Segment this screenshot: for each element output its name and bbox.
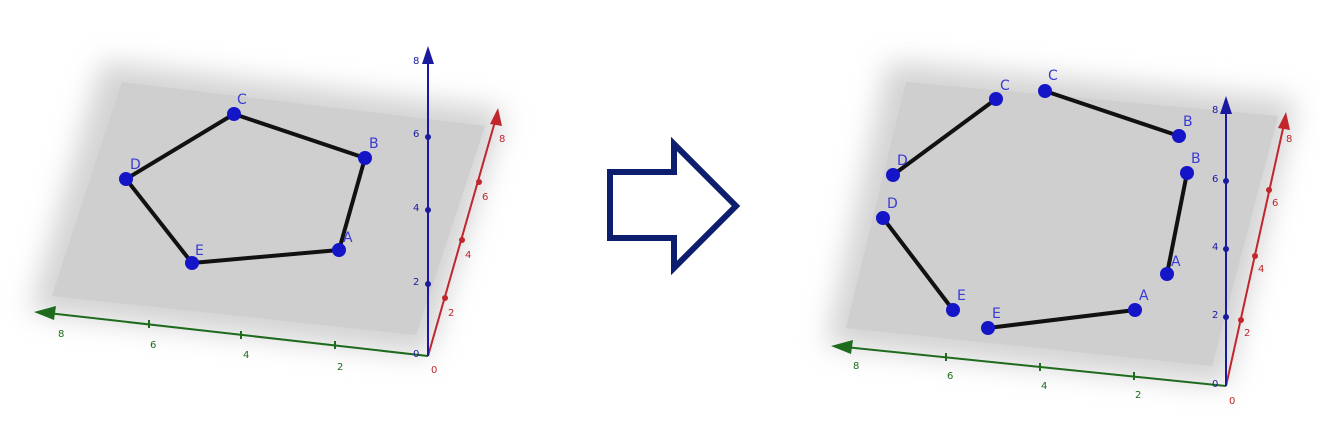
right-x-tick-2: 2 [1244,328,1250,339]
right-x-tick-4: 4 [1258,264,1264,275]
right-label-c1: C [1048,68,1058,84]
right-y-axis: 2 4 6 8 [831,340,1227,401]
left-x-tick-0: 0 [431,365,437,376]
right-y-tick-6: 6 [947,371,953,382]
right-point-c2[interactable] [989,92,1003,106]
left-z-tick-4: 4 [413,203,419,214]
right-x-axis: 0 2 4 6 8 [1225,112,1292,407]
right-label-b1: B [1183,114,1193,130]
right-point-a2[interactable] [1128,303,1142,317]
right-label-b2: B [1191,151,1201,167]
left-label-c: C [237,92,247,108]
segment-cb [1043,89,1181,138]
segment-ba [1165,171,1189,276]
right-x-tick-8: 8 [1286,134,1292,145]
segment-ed [881,216,955,312]
left-x-tick-4: 4 [465,250,471,261]
segment-ae [986,308,1137,330]
left-z-tick-2: 2 [413,277,419,288]
right-label-d2: D [897,153,908,169]
right-point-d2[interactable] [886,168,900,182]
right-x-tick-6: 6 [1272,198,1278,209]
left-z-tick-6: 6 [413,129,419,140]
left-vertices: A B C D E [119,92,379,270]
right-x-tick-0: 0 [1229,396,1235,407]
right-labels: C B B A A E E D D C [887,68,1201,322]
right-scene: 2 4 6 8 0 2 4 6 8 0 2 4 6 [826,62,1297,407]
left-y-tick-2: 2 [337,362,343,373]
right-point-b2[interactable] [1180,166,1194,180]
right-z-tick-8: 8 [1212,105,1218,116]
right-z-tick-4: 4 [1212,242,1218,253]
right-z-tick-0: 0 [1212,379,1218,390]
right-point-e2[interactable] [946,303,960,317]
right-segments [881,89,1189,330]
left-label-d: D [130,157,141,173]
right-point-c1[interactable] [1038,84,1052,98]
left-x-tick-2: 2 [448,308,454,319]
right-y-tick-4: 4 [1041,381,1047,392]
right-endpoints [876,84,1194,335]
left-pentagon [124,112,367,265]
right-arrow-outline-icon [607,136,741,276]
left-point-b[interactable] [358,151,372,165]
right-point-b1[interactable] [1172,129,1186,143]
left-y-tick-6: 6 [150,340,156,351]
left-point-c[interactable] [227,107,241,121]
left-y-tick-4: 4 [243,350,249,361]
left-point-d[interactable] [119,172,133,186]
left-x-axis: 0 2 4 6 8 [427,108,505,376]
right-point-e1[interactable] [981,321,995,335]
left-point-e[interactable] [185,256,199,270]
right-y-tick-2: 2 [1135,390,1141,401]
left-label-e: E [195,243,204,259]
right-z-tick-2: 2 [1212,310,1218,321]
left-label-a: A [343,230,353,246]
left-z-tick-8: 8 [413,56,419,67]
right-z-axis: 0 2 4 6 8 [1212,96,1232,390]
right-point-a1[interactable] [1160,267,1174,281]
right-label-e2: E [957,288,966,304]
left-y-axis: 2 4 6 8 [34,306,429,373]
left-label-b: B [369,136,379,152]
left-x-tick-8: 8 [499,134,505,145]
right-z-tick-6: 6 [1212,174,1218,185]
right-label-d1: D [887,196,898,212]
right-point-d1[interactable] [876,211,890,225]
left-z-tick-0: 0 [413,349,419,360]
right-y-tick-8: 8 [853,361,859,372]
left-point-a[interactable] [332,243,346,257]
left-y-tick-8: 8 [58,329,64,340]
left-z-axis: 0 2 4 6 8 [413,46,434,360]
right-label-c2: C [1000,78,1010,94]
segment-dc [891,97,998,177]
right-label-e1: E [992,306,1001,322]
left-scene: 2 4 6 8 0 2 4 6 8 0 2 4 6 [30,46,505,376]
right-label-a1: A [1171,254,1181,270]
left-x-tick-6: 6 [482,192,488,203]
right-label-a2: A [1139,288,1149,304]
